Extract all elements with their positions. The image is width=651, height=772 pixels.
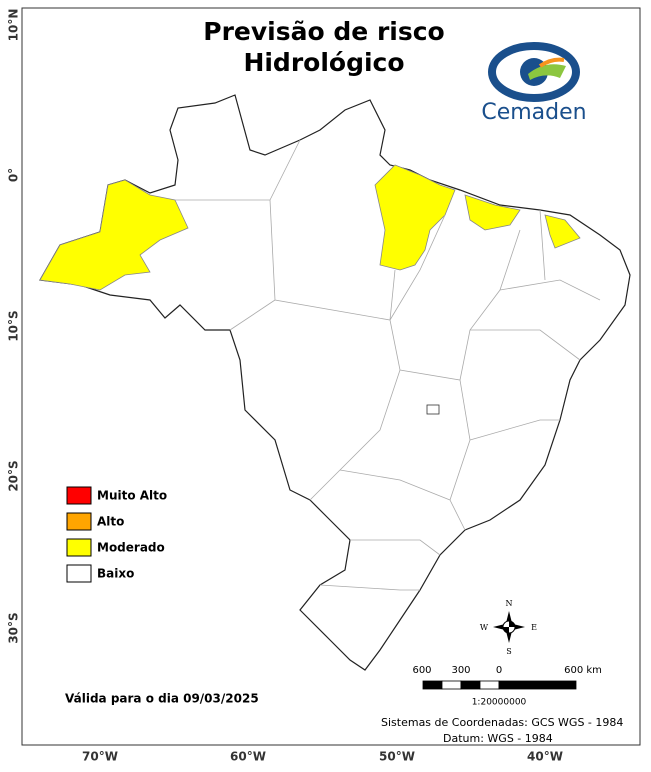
legend-swatch [66, 564, 92, 583]
title: Hidrológico [243, 48, 404, 77]
coordinate-note: Sistemas de Coordenadas: GCS WGS - 1984 [381, 716, 623, 729]
legend-label: Moderado [97, 541, 165, 555]
scale-label: 600 [412, 665, 431, 676]
scale-ratio: 1:20000000 [472, 698, 527, 708]
lat-label: 10°N [7, 9, 21, 42]
lat-label: 0° [7, 168, 21, 182]
lat-label: 10°S [7, 310, 21, 341]
state-lines [175, 139, 601, 591]
scale-label: 600 km [564, 665, 602, 676]
legend-label: Alto [97, 515, 124, 529]
lat-label: 30°S [7, 612, 21, 643]
scale-label: 0 [496, 665, 502, 676]
datum-note: Datum: WGS - 1984 [443, 732, 553, 745]
lat-label: 20°S [7, 460, 21, 491]
compass [493, 611, 525, 643]
lon-label: 60°W [230, 750, 266, 764]
compass-label: W [480, 623, 489, 632]
legend-label: Baixo [97, 567, 134, 581]
lon-label: 50°W [379, 750, 415, 764]
legend-swatch [66, 538, 92, 557]
validity-note: Válida para o dia 09/03/2025 [65, 692, 259, 706]
compass-label: E [531, 623, 537, 632]
logo [488, 42, 580, 102]
risk-region [464, 194, 521, 231]
legend-swatch [66, 486, 92, 505]
scale-bar [422, 680, 577, 690]
scale-label: 300 [451, 665, 470, 676]
legend-label: Muito Alto [97, 489, 167, 503]
compass-label: S [506, 647, 511, 656]
title: Previsão de risco [203, 17, 444, 46]
country-outline [39, 94, 631, 671]
lon-label: 40°W [527, 750, 563, 764]
lon-label: 70°W [82, 750, 118, 764]
risk-region [39, 179, 189, 291]
legend-swatch [66, 512, 92, 531]
compass-label: N [506, 599, 513, 608]
risk-region [544, 214, 581, 249]
risk-region [374, 164, 456, 271]
logo-text: Cemaden [481, 100, 586, 125]
